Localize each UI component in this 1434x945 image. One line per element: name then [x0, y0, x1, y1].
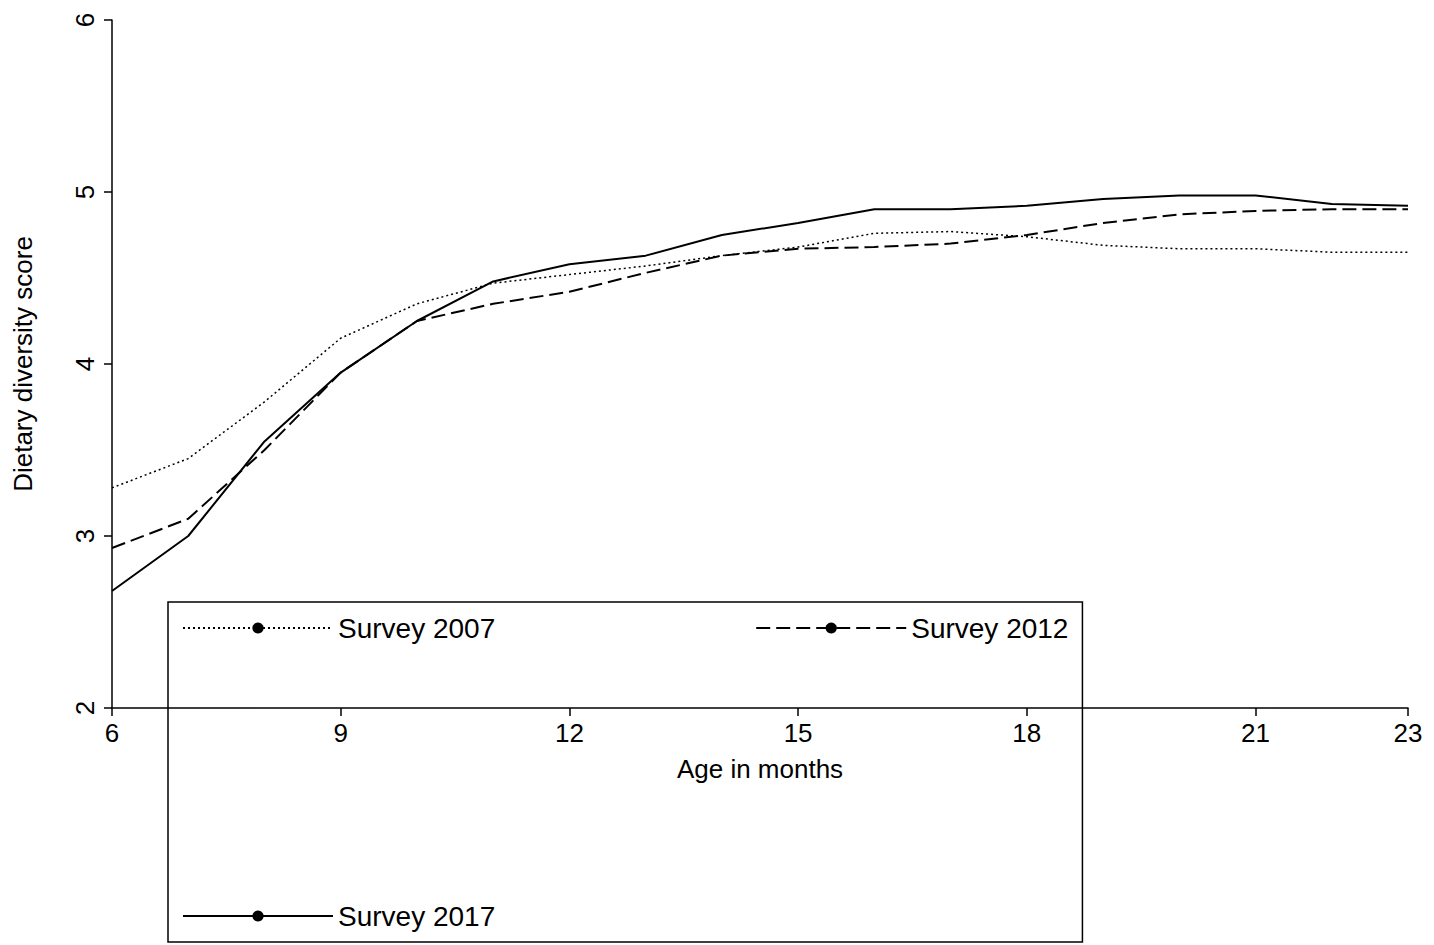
svg-text:5: 5 — [70, 185, 100, 199]
svg-text:4: 4 — [70, 357, 100, 371]
svg-text:2: 2 — [70, 701, 100, 715]
svg-text:Survey 2007: Survey 2007 — [338, 613, 495, 644]
svg-text:21: 21 — [1241, 718, 1270, 748]
svg-text:6: 6 — [105, 718, 119, 748]
svg-text:23: 23 — [1394, 718, 1423, 748]
svg-text:6: 6 — [70, 13, 100, 27]
svg-text:Survey 2017: Survey 2017 — [338, 901, 495, 932]
svg-text:Survey 2012: Survey 2012 — [911, 613, 1068, 644]
svg-text:Dietary diversity score: Dietary diversity score — [8, 236, 38, 492]
svg-text:3: 3 — [70, 529, 100, 543]
